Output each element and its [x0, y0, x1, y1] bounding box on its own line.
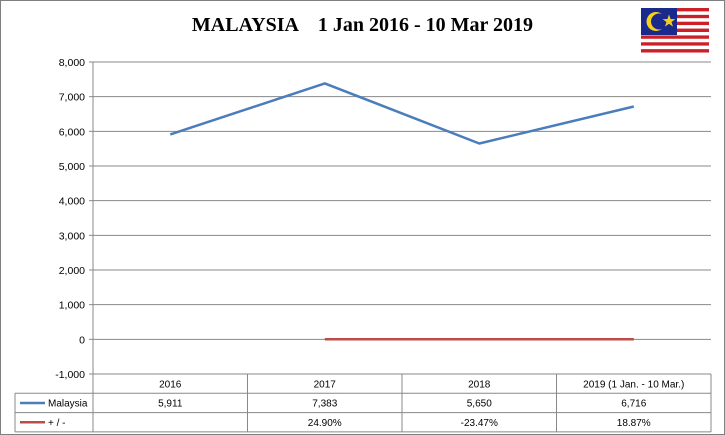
y-tick-label: 2,000: [59, 265, 85, 277]
y-tick-label: 4,000: [59, 196, 85, 208]
table-cell-value: 24.90%: [308, 418, 342, 429]
y-tick-label: -1,000: [55, 369, 85, 381]
y-tick-label: 1,000: [59, 300, 85, 312]
y-tick-label: 6,000: [59, 126, 85, 138]
table-cell-value: 5,650: [467, 398, 492, 409]
x-category-label: 2017: [314, 380, 337, 391]
table-cell-value: -23.47%: [461, 418, 498, 429]
flag-stripe: [641, 45, 709, 50]
y-tick-label: 3,000: [59, 230, 85, 242]
chart-title: MALAYSIA 1 Jan 2016 - 10 Mar 2019: [191, 14, 534, 36]
y-tick-label: 5,000: [59, 161, 85, 173]
legend-label: + / -: [48, 418, 66, 429]
flag-stripe: [641, 35, 709, 39]
x-category-label: 2016: [159, 380, 182, 391]
flag-stripe: [641, 42, 709, 46]
malaysia-flag-icon: [641, 8, 709, 56]
y-tick-label: 7,000: [59, 92, 85, 104]
flag-stripe: [641, 49, 709, 53]
x-category-label: 2019 (1 Jan. - 10 Mar.): [583, 380, 684, 391]
y-tick-label: 8,000: [59, 57, 85, 69]
legend-label: Malaysia: [48, 398, 88, 409]
table-cell-value: 18.87%: [617, 418, 651, 429]
table-cell-value: 6,716: [621, 398, 646, 409]
y-tick-label: 0: [79, 334, 85, 346]
series-line-malaysia: [169, 82, 635, 145]
flag-stripe: [641, 38, 709, 43]
table-cell-value: 5,911: [158, 398, 183, 409]
flag-stripe: [641, 52, 709, 56]
x-category-label: 2018: [468, 380, 491, 391]
table-cell-value: 7,383: [312, 398, 337, 409]
